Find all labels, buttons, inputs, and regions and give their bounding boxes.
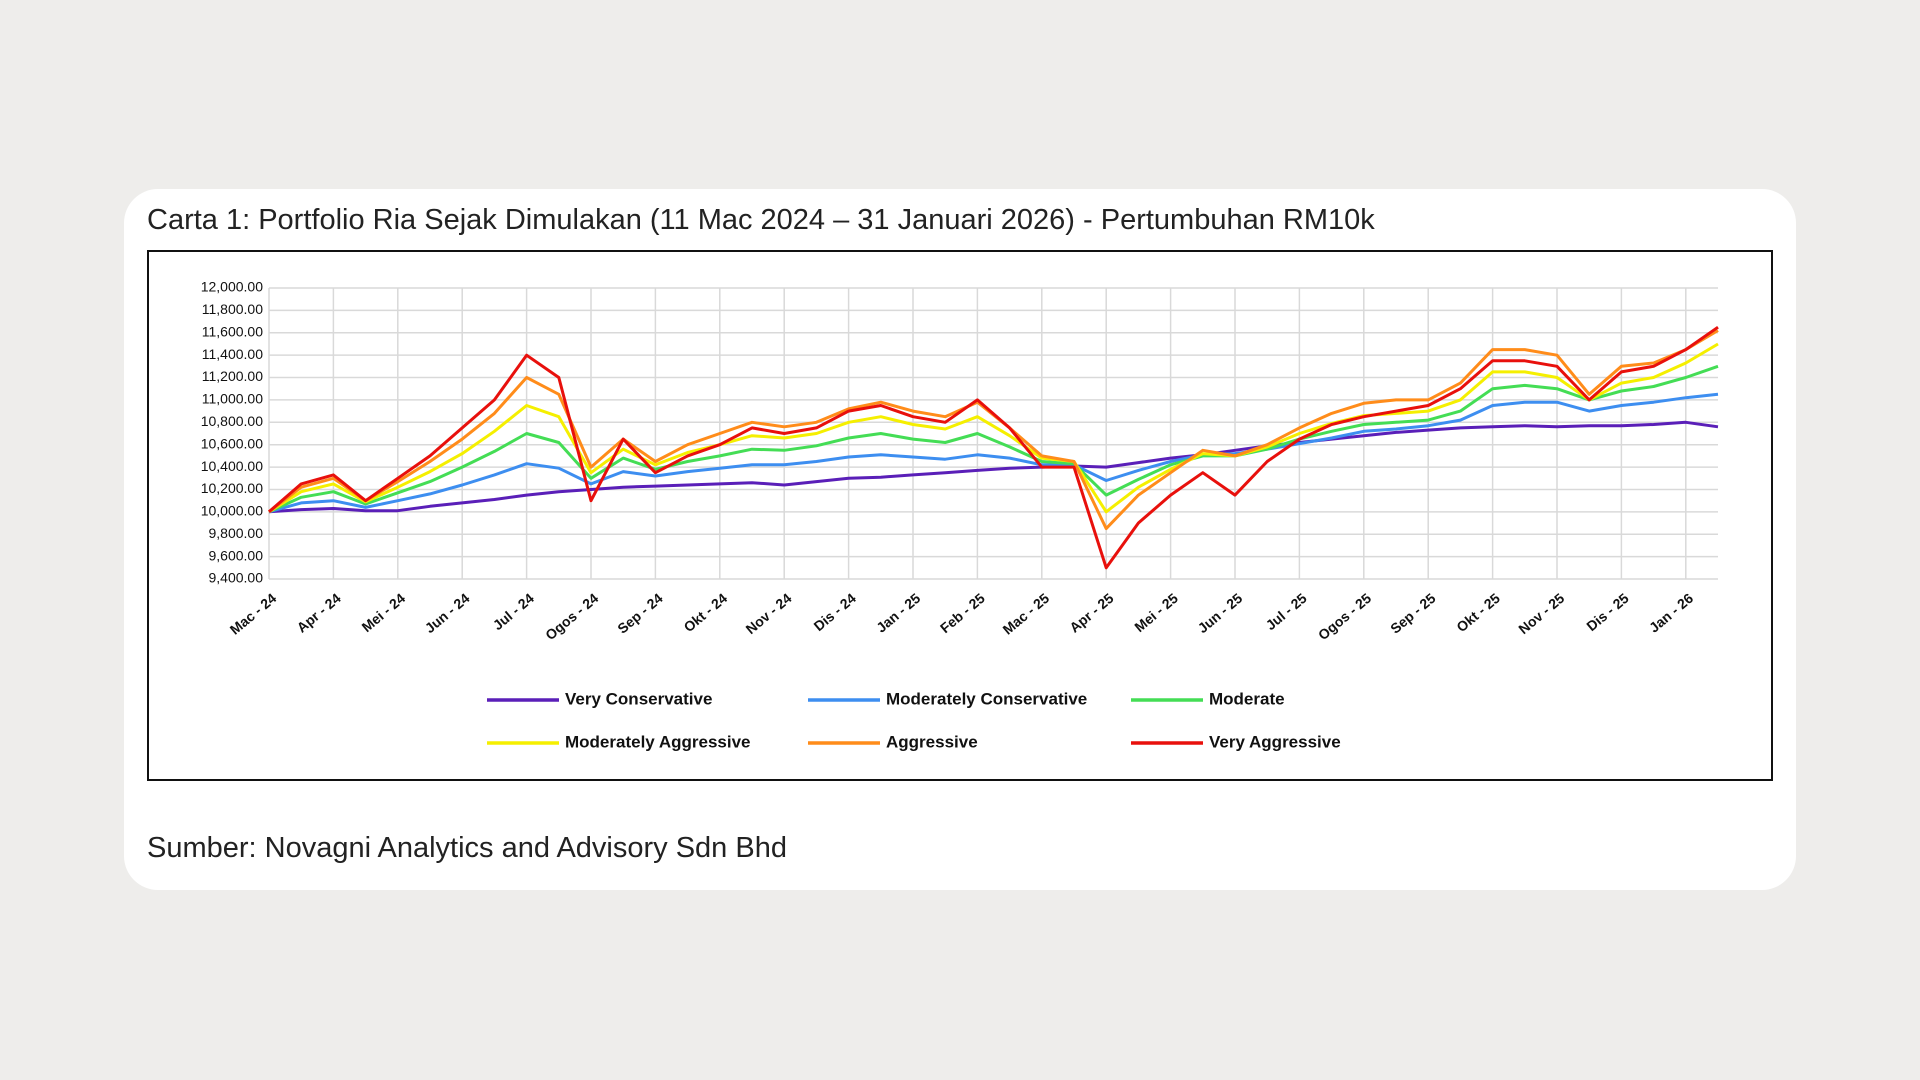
y-tick-label: 11,600.00	[202, 323, 263, 339]
legend-label: Very Aggressive	[1209, 732, 1341, 751]
series-line	[268, 325, 1719, 570]
series-line	[268, 364, 1719, 514]
chart-title: Carta 1: Portfolio Ria Sejak Dimulakan (…	[147, 204, 1375, 236]
y-tick-label: 10,800.00	[201, 413, 263, 429]
legend-label: Moderately Conservative	[886, 689, 1087, 708]
legend-label: Moderate	[1209, 689, 1285, 708]
y-tick-label: 11,400.00	[202, 346, 263, 362]
legend-label: Aggressive	[886, 732, 978, 751]
legend-label: Very Conservative	[565, 689, 712, 708]
y-tick-label: 9,400.00	[209, 570, 264, 586]
y-tick-label: 12,000.00	[201, 279, 263, 295]
y-tick-label: 11,200.00	[202, 368, 263, 384]
series-line	[268, 420, 1719, 514]
y-tick-label: 11,800.00	[202, 301, 263, 317]
series-line	[268, 392, 1719, 514]
chart-source: Sumber: Novagni Analytics and Advisory S…	[147, 832, 787, 864]
y-tick-label: 11,000.00	[202, 391, 263, 407]
y-tick-label: 10,000.00	[201, 503, 263, 519]
legend-label: Moderately Aggressive	[565, 732, 751, 751]
chart: 9,400.00 9,600.00 9,800.00 10,000.00 10,200.…	[147, 250, 1773, 781]
y-tick-label: 10,200.00	[201, 480, 263, 496]
series-line	[268, 342, 1719, 514]
y-tick-label: 9,800.00	[209, 525, 264, 541]
y-tick-label: 9,600.00	[209, 547, 264, 563]
y-tick-label: 10,600.00	[201, 435, 263, 451]
chart-frame	[147, 250, 1773, 781]
y-tick-label: 10,400.00	[201, 458, 263, 474]
